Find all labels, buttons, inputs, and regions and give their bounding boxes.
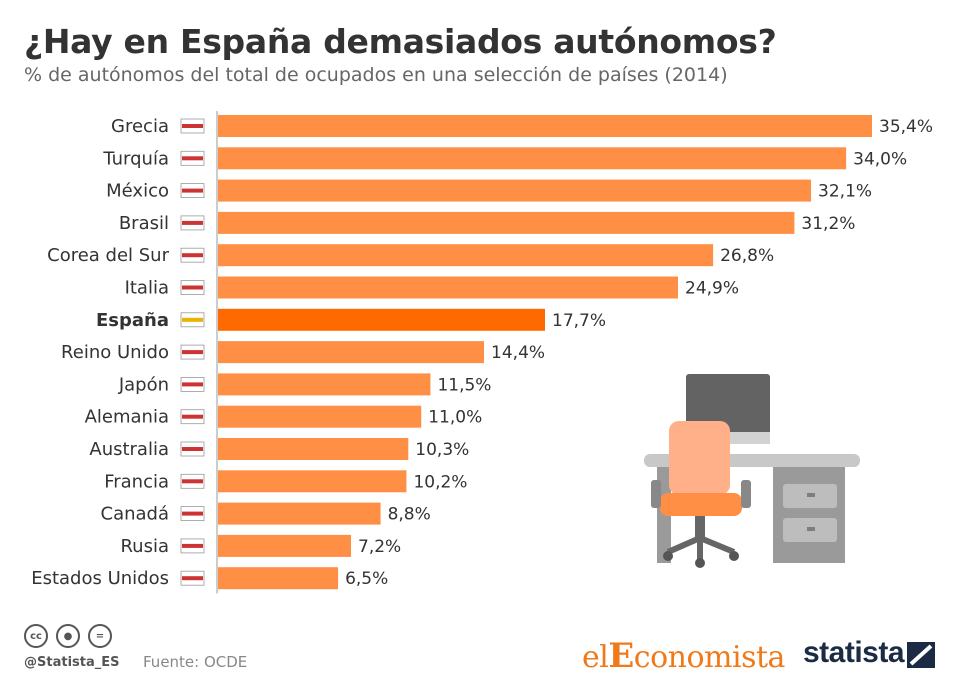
bar	[218, 438, 409, 460]
category-label: Rusia	[120, 536, 169, 557]
value-label: 6,5%	[345, 569, 388, 589]
flag-icon-stripe	[182, 511, 203, 516]
value-label: 11,5%	[437, 375, 491, 395]
category-label: México	[106, 181, 169, 202]
value-label: 7,2%	[358, 537, 401, 557]
value-label: 11,0%	[428, 408, 482, 428]
category-label: Alemania	[85, 407, 169, 428]
bar	[218, 308, 545, 331]
flag-icon-stripe	[182, 414, 203, 419]
value-label: 10,3%	[415, 440, 469, 460]
flag-icon-stripe	[182, 188, 203, 193]
category-label: Australia	[89, 439, 169, 460]
chart-subtitle: % de autónomos del total de ocupados en …	[24, 64, 728, 86]
flag-icon-stripe	[182, 543, 203, 548]
logo-el: el	[582, 640, 609, 675]
source-note: Fuente: OCDE	[143, 653, 248, 671]
statista-handle: @Statista_ES	[24, 655, 120, 670]
bar	[218, 276, 679, 299]
value-label: 8,8%	[388, 505, 431, 525]
category-label: Grecia	[111, 116, 169, 137]
bar	[218, 244, 714, 267]
bar	[218, 470, 407, 493]
value-label: 24,9%	[685, 279, 739, 299]
bar	[218, 147, 847, 170]
flag-icon-stripe	[182, 479, 203, 484]
category-label: Turquía	[102, 148, 169, 169]
bar	[218, 502, 381, 525]
category-label: Estados Unidos	[31, 568, 169, 589]
category-label: España	[96, 310, 169, 331]
category-label: Canadá	[101, 504, 170, 525]
statista-logo: statista	[803, 636, 905, 669]
bar	[218, 373, 431, 396]
value-label: 14,4%	[491, 343, 545, 363]
attribution-icon: ●	[56, 624, 80, 648]
category-label: Reino Unido	[61, 342, 169, 363]
bar	[218, 567, 339, 590]
category-label: Corea del Sur	[47, 245, 169, 266]
creative-commons-icon: cc	[24, 624, 48, 648]
bar	[218, 115, 872, 137]
flag-icon-stripe	[182, 124, 203, 128]
flag-icon-stripe	[182, 447, 203, 451]
value-label: 35,4%	[879, 117, 933, 137]
value-label: 32,1%	[818, 182, 872, 202]
flag-icon-stripe	[182, 576, 203, 581]
statista-mark-icon	[907, 642, 935, 668]
value-label: 34,0%	[853, 149, 907, 169]
value-label: 17,7%	[552, 311, 606, 331]
bar	[218, 405, 422, 428]
category-label: Japón	[118, 374, 169, 395]
chart-title: ¿Hay en España demasiados autónomos?	[24, 22, 777, 61]
category-label: Italia	[125, 278, 169, 299]
value-label: 26,8%	[720, 246, 774, 266]
flag-icon-stripe	[182, 285, 203, 290]
logo-E: E	[608, 636, 634, 676]
desk-illustration	[644, 374, 860, 568]
flag-icon-stripe	[182, 253, 203, 258]
license-icons: cc ● =	[24, 624, 112, 648]
value-label: 10,2%	[413, 472, 467, 492]
logo-rest: conomista	[633, 640, 786, 675]
no-derivatives-icon: =	[88, 624, 112, 648]
eleconomista-logo: elEconomista	[582, 636, 785, 676]
bar	[218, 211, 795, 234]
flag-icon-stripe	[182, 220, 203, 225]
category-label: Brasil	[119, 213, 169, 234]
flag-icon-stripe	[182, 317, 203, 322]
bar	[218, 179, 812, 202]
bar-chart: 35,4% Grecia 34,0% Turquía 32,1% México 31,2% B…	[31, 111, 933, 594]
flag-icon-stripe	[182, 382, 203, 387]
value-label: 31,2%	[801, 214, 855, 234]
category-label: Francia	[104, 471, 169, 492]
flag-icon-stripe	[182, 350, 203, 355]
bar	[218, 341, 485, 364]
bar	[218, 534, 352, 557]
flag-icon-stripe	[182, 156, 203, 161]
